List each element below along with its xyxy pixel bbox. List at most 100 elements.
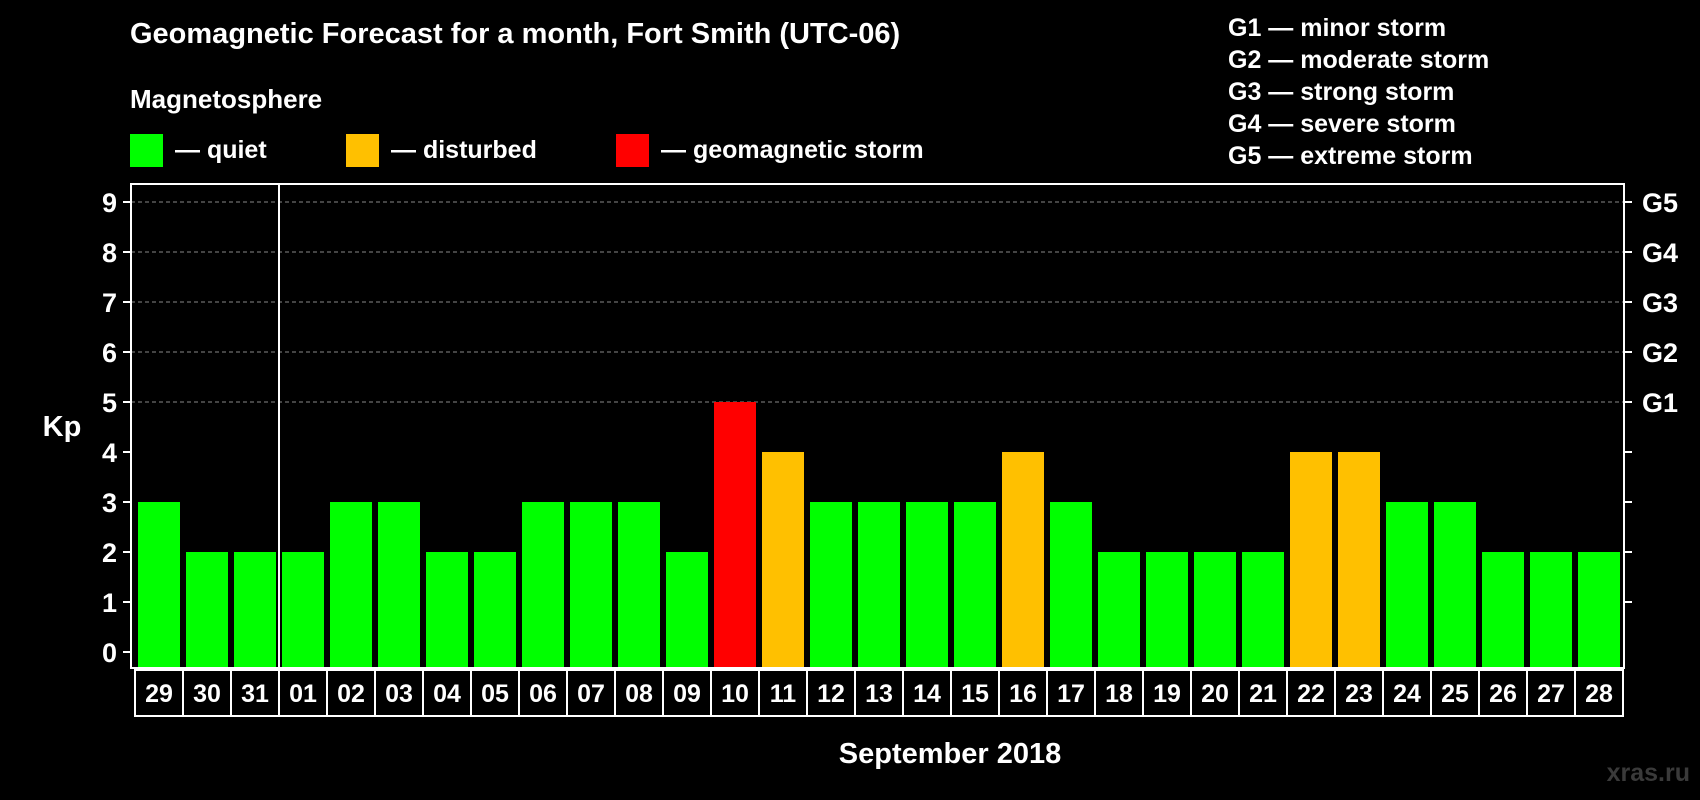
bar-26 <box>1482 552 1524 667</box>
legend-quiet-label: — quiet <box>175 135 267 164</box>
bar-24 <box>1386 502 1428 667</box>
bar-20 <box>1194 552 1236 667</box>
date-label-16: 16 <box>1009 680 1037 708</box>
date-label-13: 13 <box>865 680 893 708</box>
y-tick-label-4: 4 <box>102 438 117 468</box>
bar-23 <box>1338 452 1380 667</box>
bar-17 <box>1050 502 1092 667</box>
date-label-18: 18 <box>1105 680 1133 708</box>
right-tick-label-G2: G2 <box>1642 338 1678 368</box>
date-label-19: 19 <box>1153 680 1181 708</box>
storm-level-g3: G3 — strong storm <box>1228 78 1455 106</box>
y-tick-label-9: 9 <box>102 188 117 218</box>
bar-13 <box>858 502 900 667</box>
legend-disturbed: — disturbed <box>346 133 537 167</box>
bar-09 <box>666 552 708 667</box>
right-tick-label-G4: G4 <box>1642 238 1678 268</box>
right-tick-label-G5: G5 <box>1642 188 1678 218</box>
legend-subtitle: Magnetosphere <box>130 84 323 114</box>
bar-12 <box>810 502 852 667</box>
bar-21 <box>1242 552 1284 667</box>
date-label-25: 25 <box>1441 680 1469 708</box>
date-label-01: 01 <box>289 680 317 708</box>
bar-08 <box>618 502 660 667</box>
bar-03 <box>378 502 420 667</box>
date-label-24: 24 <box>1393 680 1421 708</box>
date-label-30: 30 <box>193 680 221 708</box>
watermark: xras.ru <box>1606 759 1690 787</box>
date-label-27: 27 <box>1537 680 1565 708</box>
date-label-29: 29 <box>145 680 173 708</box>
legend-storm-swatch <box>616 133 649 167</box>
y-tick-label-8: 8 <box>102 238 117 268</box>
legend-storm-label: — geomagnetic storm <box>661 135 924 164</box>
y-tick-label-6: 6 <box>102 338 117 368</box>
bar-07 <box>570 502 612 667</box>
date-label-17: 17 <box>1057 680 1085 708</box>
date-label-22: 22 <box>1297 680 1325 708</box>
bar-29 <box>138 502 180 667</box>
date-label-04: 04 <box>433 680 461 708</box>
chart-title: Geomagnetic Forecast for a month, Fort S… <box>130 18 901 50</box>
bar-18 <box>1098 552 1140 667</box>
date-label-09: 09 <box>673 680 701 708</box>
bar-15 <box>954 502 996 667</box>
bar-16 <box>1002 452 1044 667</box>
y-tick-label-7: 7 <box>102 288 117 318</box>
bar-27 <box>1530 552 1572 667</box>
plot-frame <box>130 183 1625 669</box>
bar-28 <box>1578 552 1620 667</box>
date-label-10: 10 <box>721 680 749 708</box>
date-label-15: 15 <box>961 680 989 708</box>
date-label-11: 11 <box>770 680 797 708</box>
date-label-06: 06 <box>529 680 557 708</box>
y-axis-label: Kp <box>43 411 82 443</box>
date-label-02: 02 <box>337 680 365 708</box>
x-axis-label: September 2018 <box>839 738 1061 770</box>
bar-11 <box>762 452 804 667</box>
bar-05 <box>474 552 516 667</box>
legend-disturbed-swatch <box>346 133 379 167</box>
date-label-07: 07 <box>577 680 605 708</box>
bar-22 <box>1290 452 1332 667</box>
date-label-05: 05 <box>481 680 509 708</box>
y-tick-label-1: 1 <box>102 588 117 618</box>
date-label-31: 31 <box>241 680 269 708</box>
legend-disturbed-label: — disturbed <box>391 135 537 164</box>
storm-level-g5: G5 — extreme storm <box>1228 142 1473 170</box>
y-tick-label-0: 0 <box>102 638 117 668</box>
right-tick-label-G1: G1 <box>1642 388 1678 418</box>
right-tick-label-G3: G3 <box>1642 288 1678 318</box>
storm-level-g1: G1 — minor storm <box>1228 14 1447 42</box>
legend-quiet-swatch <box>130 133 163 167</box>
bar-04 <box>426 552 468 667</box>
legend-storm: — geomagnetic storm <box>616 133 924 167</box>
storm-level-g2: G2 — moderate storm <box>1228 46 1490 74</box>
legend-quiet: — quiet <box>130 133 267 167</box>
bar-10 <box>714 402 756 667</box>
bar-25 <box>1434 502 1476 667</box>
storm-level-g4: G4 — severe storm <box>1228 110 1456 138</box>
date-label-28: 28 <box>1585 680 1613 708</box>
date-label-14: 14 <box>913 680 941 708</box>
bar-06 <box>522 502 564 667</box>
date-label-08: 08 <box>625 680 653 708</box>
date-row-frame <box>134 669 1624 717</box>
bar-19 <box>1146 552 1188 667</box>
date-label-03: 03 <box>385 680 413 708</box>
y-tick-label-5: 5 <box>102 388 117 418</box>
y-tick-label-2: 2 <box>102 538 117 568</box>
bar-02 <box>330 502 372 667</box>
date-label-21: 21 <box>1249 680 1277 708</box>
date-label-26: 26 <box>1489 680 1517 708</box>
date-label-20: 20 <box>1201 680 1229 708</box>
bar-30 <box>186 552 228 667</box>
bar-14 <box>906 502 948 667</box>
bar-01 <box>282 552 324 667</box>
date-label-23: 23 <box>1345 680 1373 708</box>
storm-level-legend: G1 — minor storm G2 — moderate storm G3 … <box>1228 12 1489 172</box>
date-label-12: 12 <box>817 680 845 708</box>
y-tick-label-3: 3 <box>102 488 117 518</box>
bar-31 <box>234 552 276 667</box>
